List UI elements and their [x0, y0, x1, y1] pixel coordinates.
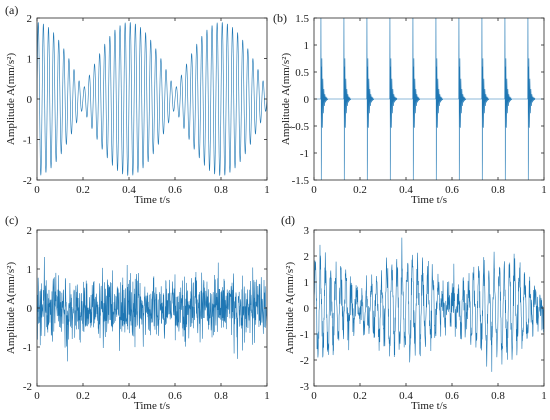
y-tick-label: 0.5 — [295, 67, 309, 79]
panel-b: 0 0.2 0.4 0.6 0.8 1 -1.5 -1 -0.5 0 0.5 1 1.5 Time t/s… — [273, 11, 547, 206]
series-line — [314, 18, 544, 180]
x-tick-label: 0.8 — [214, 390, 228, 402]
x-tick-label: 0.6 — [168, 390, 182, 402]
y-tick-label: -1.5 — [292, 175, 310, 187]
x-tick-label: 0 — [34, 390, 40, 402]
x-tick-label: 0 — [311, 184, 317, 196]
y-tick-label: 0 — [27, 303, 33, 315]
series-line — [37, 256, 267, 362]
y-axis-label: Amplitude A(mm/s²) — [5, 262, 17, 355]
y-tick-label: 1 — [27, 54, 33, 66]
x-tick-label: 0.6 — [168, 184, 182, 196]
y-tick-label: -1 — [300, 329, 309, 341]
x-tick-label: 0.4 — [122, 184, 136, 196]
y-tick-label: 2 — [27, 13, 33, 25]
x-tick-label: 1 — [264, 390, 270, 402]
x-tick-label: 0.6 — [445, 184, 459, 196]
y-tick-label: 2 — [27, 225, 33, 237]
y-tick-label: -2 — [23, 381, 32, 393]
y-axis-label: Amplitude A(mm/s²) — [280, 53, 292, 146]
x-axis-label: Time t/s — [134, 400, 170, 412]
x-tick-label: 0 — [311, 390, 317, 402]
x-tick-label: 0.4 — [122, 390, 136, 402]
x-tick-label: 1 — [541, 390, 547, 402]
panel-d: 0 0.2 0.4 0.6 0.8 1 -3 -2 -1 0 1 2 3 Time t/s Amplitud… — [281, 213, 547, 412]
x-tick-label: 0.4 — [399, 184, 413, 196]
panel-a: 0 0.2 0.4 0.6 0.8 1 -2 -1 0 1 2 Time t/s Amplitude A… — [5, 3, 270, 206]
y-tick-label: 3 — [304, 225, 310, 237]
x-tick-label: 0 — [34, 184, 40, 196]
y-tick-label: 1.5 — [295, 13, 309, 25]
y-tick-label: 0 — [304, 94, 310, 106]
x-tick-label: 0.8 — [214, 184, 228, 196]
y-tick-label: 2 — [304, 251, 310, 263]
panel-tag: (a) — [5, 3, 18, 17]
y-tick-label: -3 — [300, 381, 310, 393]
y-axis-label: Amplitude A(mm/s²) — [284, 262, 296, 355]
y-tick-label: -0.5 — [292, 121, 310, 133]
panel-tag: (b) — [273, 11, 287, 25]
x-tick-label: 0.8 — [491, 390, 505, 402]
panel-c: 0 0.2 0.4 0.6 0.8 1 -2 -1 0 1 2 Time t/s Amplitude A… — [5, 213, 270, 412]
x-axis-label: Time t/s — [411, 194, 447, 206]
x-axis-label: Time t/s — [411, 400, 447, 412]
x-tick-label: 0.6 — [445, 390, 459, 402]
x-tick-label: 0.2 — [76, 184, 90, 196]
x-axis-label: Time t/s — [134, 194, 170, 206]
x-tick-label: 0.4 — [399, 390, 413, 402]
y-tick-label: -1 — [23, 342, 32, 354]
y-tick-label: 1 — [304, 40, 310, 52]
x-tick-label: 0.2 — [76, 390, 90, 402]
y-tick-label: -2 — [23, 175, 32, 187]
panel-tag: (c) — [5, 213, 18, 227]
panel-tag: (d) — [281, 213, 295, 227]
series-line — [314, 237, 544, 372]
y-axis-label: Amplitude A(mm/s²) — [5, 53, 17, 146]
y-tick-label: -2 — [300, 355, 309, 367]
y-tick-label: 0 — [304, 303, 310, 315]
x-tick-label: 1 — [264, 184, 270, 196]
y-tick-label: 1 — [27, 264, 33, 276]
x-tick-label: 0.2 — [353, 390, 367, 402]
x-tick-label: 0.2 — [353, 184, 367, 196]
y-tick-label: 1 — [304, 277, 310, 289]
x-tick-label: 0.8 — [491, 184, 505, 196]
x-tick-label: 1 — [541, 184, 547, 196]
y-tick-label: 0 — [27, 94, 33, 106]
y-tick-label: -1 — [300, 148, 309, 160]
series-line — [37, 22, 267, 176]
y-tick-label: -1 — [23, 135, 32, 147]
